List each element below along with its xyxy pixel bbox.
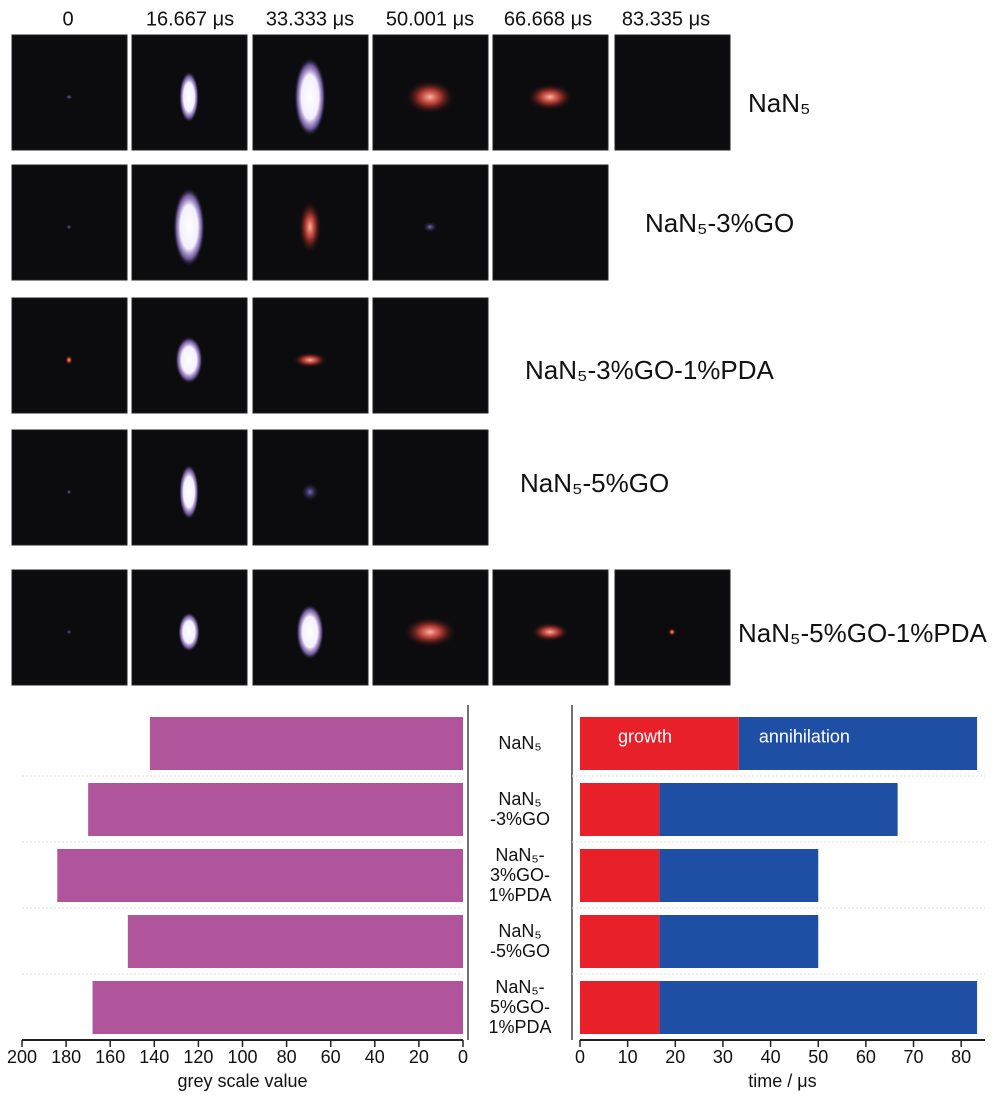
x-tick-label: 60 xyxy=(856,1047,876,1067)
bar-segment xyxy=(659,981,978,1034)
frame-glow xyxy=(173,187,205,267)
frame-glow xyxy=(526,83,574,111)
frame-glow xyxy=(294,57,326,137)
category-label: NaN₅ xyxy=(498,733,542,753)
frame-image xyxy=(11,429,128,546)
frame-glow xyxy=(175,336,203,384)
x-tick-label: 180 xyxy=(51,1047,81,1067)
bar xyxy=(149,717,463,770)
frame-image xyxy=(131,34,248,151)
time-label: 16.667 μs xyxy=(146,8,234,30)
time-label: 0 xyxy=(62,8,73,30)
x-tick-label: 100 xyxy=(227,1047,257,1067)
category-label: NaN₅ -5%GO xyxy=(489,921,550,961)
time-label: 50.001 μs xyxy=(386,8,474,30)
category-label: NaN₅- 3%GO- 1%PDA xyxy=(488,845,552,905)
bar-segment xyxy=(659,915,819,968)
frame-glow xyxy=(178,612,200,652)
x-tick-label: 200 xyxy=(7,1047,37,1067)
frame-image xyxy=(372,297,489,414)
bar xyxy=(57,849,463,902)
x-axis-label: grey scale value xyxy=(177,1071,307,1091)
x-tick-label: 60 xyxy=(321,1047,341,1067)
x-tick-label: 80 xyxy=(951,1047,971,1067)
frame-glow xyxy=(66,489,72,495)
frame-glow xyxy=(668,628,676,636)
frame-glow xyxy=(404,79,456,115)
series-label: growth xyxy=(618,726,672,746)
x-tick-label: 0 xyxy=(458,1047,468,1067)
bar xyxy=(127,915,463,968)
x-tick-label: 40 xyxy=(761,1047,781,1067)
frame-glow xyxy=(402,616,458,648)
bar-segment xyxy=(580,981,660,1034)
sample-label: NaN₅-5%GO-1%PDA xyxy=(738,618,988,648)
x-tick-label: 80 xyxy=(277,1047,297,1067)
bar-segment xyxy=(580,849,660,902)
frame-glow xyxy=(179,71,199,123)
frame-glow xyxy=(300,482,320,502)
frame-image xyxy=(614,34,731,151)
frame-glow xyxy=(298,199,322,255)
series-label: annihilation xyxy=(759,726,850,746)
frame-glow xyxy=(530,622,570,642)
frame-glow xyxy=(66,224,72,230)
time-label: 33.333 μs xyxy=(266,8,354,30)
bar-segment xyxy=(580,783,660,836)
time-label: 83.335 μs xyxy=(622,8,710,30)
bar xyxy=(88,783,464,836)
x-tick-label: 160 xyxy=(95,1047,125,1067)
frame-image xyxy=(372,429,489,546)
frame-glow xyxy=(65,355,73,365)
bar xyxy=(92,981,463,1034)
time-label: 66.668 μs xyxy=(504,8,592,30)
bar-segment xyxy=(659,783,898,836)
bar-segment xyxy=(659,849,819,902)
sample-label: NaN₅-3%GO xyxy=(645,208,794,238)
frame-glow xyxy=(66,629,72,635)
frame-image xyxy=(614,569,731,686)
x-tick-label: 50 xyxy=(808,1047,828,1067)
x-tick-label: 140 xyxy=(139,1047,169,1067)
frame-glow xyxy=(179,464,199,520)
x-tick-label: 0 xyxy=(575,1047,585,1067)
bar-segment xyxy=(580,717,739,770)
frame-image xyxy=(492,164,609,281)
x-tick-label: 30 xyxy=(713,1047,733,1067)
x-tick-label: 120 xyxy=(183,1047,213,1067)
frame-image xyxy=(252,569,369,686)
frame-image xyxy=(11,34,128,151)
category-label: NaN₅ -3%GO xyxy=(489,789,550,829)
x-tick-label: 10 xyxy=(618,1047,638,1067)
x-axis-label: time / μs xyxy=(748,1071,816,1091)
bar-segment xyxy=(580,915,660,968)
frame-glow xyxy=(65,94,73,100)
sample-label: NaN₅-5%GO xyxy=(520,468,669,498)
frame-image xyxy=(131,429,248,546)
category-label: NaN₅- 5%GO- 1%PDA xyxy=(488,977,552,1037)
frame-image xyxy=(11,569,128,686)
sample-label: NaN₅ xyxy=(748,88,811,118)
frame-glow xyxy=(296,604,324,660)
x-tick-label: 20 xyxy=(409,1047,429,1067)
frame-glow xyxy=(422,221,438,233)
frame-glow xyxy=(292,352,328,368)
x-tick-label: 20 xyxy=(665,1047,685,1067)
frame-image xyxy=(11,164,128,281)
sample-label: NaN₅-3%GO-1%PDA xyxy=(525,355,775,385)
bar-segment xyxy=(738,717,978,770)
x-tick-label: 40 xyxy=(365,1047,385,1067)
x-tick-label: 70 xyxy=(904,1047,924,1067)
